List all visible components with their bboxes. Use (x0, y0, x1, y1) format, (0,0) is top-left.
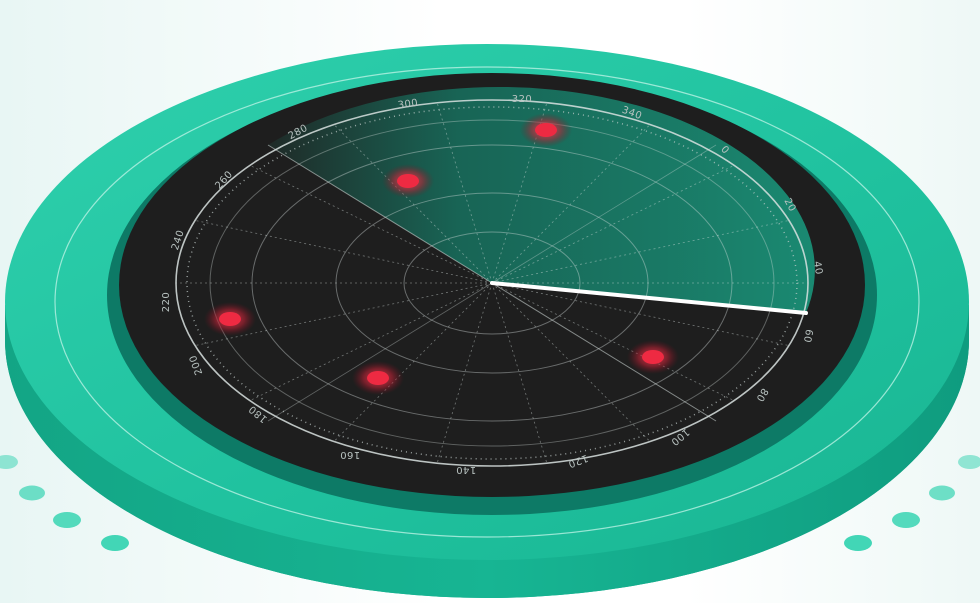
target-blip (627, 340, 679, 374)
bearing-label: 320 (512, 94, 533, 105)
sweep-area (268, 86, 815, 313)
bearing-label: 300 (397, 98, 419, 112)
bearing-label: 220 (161, 292, 172, 313)
target-blip (520, 113, 572, 147)
target-blip (204, 302, 256, 336)
bearing-label: 60 (801, 328, 814, 343)
radar-targets (204, 113, 679, 395)
bearing-label: 40 (811, 260, 824, 275)
decorative-dots-left (0, 455, 129, 551)
target-blip (352, 361, 404, 395)
radar-screen: 300 3203400204060801001201401601802002202… (119, 73, 865, 497)
bearing-label: 140 (456, 464, 477, 475)
decorative-dots-right (844, 455, 980, 551)
target-blip (382, 164, 434, 198)
bearing-label: 160 (340, 449, 361, 460)
sweep-line (490, 281, 808, 315)
